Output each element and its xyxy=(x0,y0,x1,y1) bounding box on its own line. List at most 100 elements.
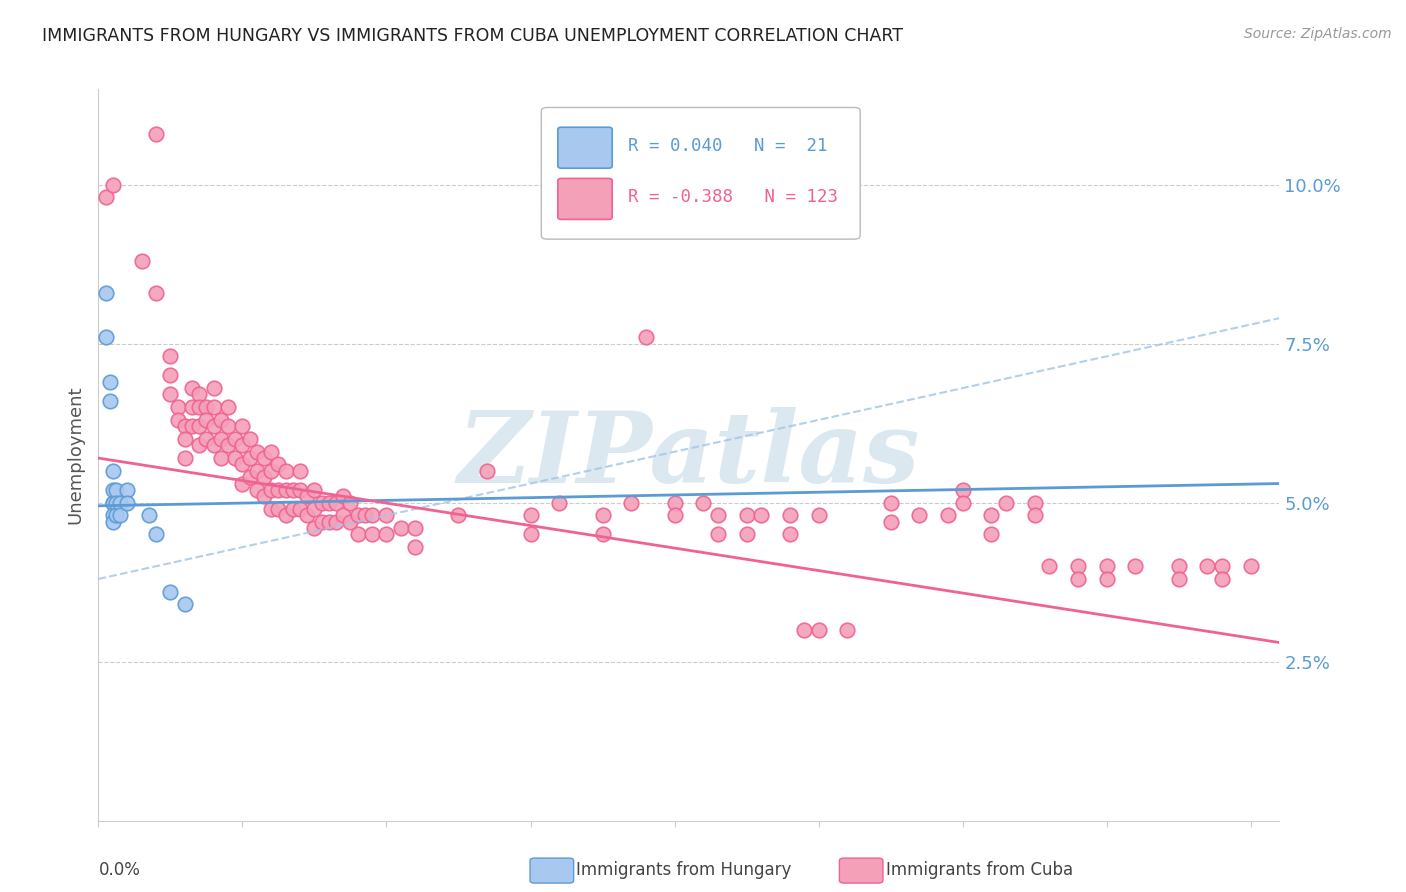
Point xyxy=(994,495,1017,509)
Text: Immigrants from Cuba: Immigrants from Cuba xyxy=(886,861,1073,879)
Point xyxy=(952,483,974,497)
Point xyxy=(735,527,758,541)
FancyBboxPatch shape xyxy=(558,128,612,169)
Point xyxy=(173,451,195,466)
Point xyxy=(246,444,269,458)
Point xyxy=(519,508,541,523)
Point xyxy=(101,515,124,529)
Point xyxy=(181,401,204,415)
Point xyxy=(104,495,127,509)
Point xyxy=(217,438,239,452)
Point xyxy=(325,515,347,529)
Point xyxy=(267,483,290,497)
Point xyxy=(202,381,225,395)
Point xyxy=(1240,559,1263,574)
Point xyxy=(908,508,931,523)
Point xyxy=(253,451,276,466)
Text: R = 0.040   N =  21: R = 0.040 N = 21 xyxy=(627,136,827,154)
Point xyxy=(592,527,614,541)
Point xyxy=(1197,559,1219,574)
Point xyxy=(195,413,218,427)
Point xyxy=(224,432,246,446)
Point xyxy=(749,508,772,523)
Point xyxy=(260,502,283,516)
Point xyxy=(104,483,127,497)
Point xyxy=(1167,572,1189,586)
Point xyxy=(217,401,239,415)
Point xyxy=(664,508,686,523)
Point xyxy=(1024,495,1046,509)
Point xyxy=(281,483,304,497)
Point xyxy=(181,419,204,434)
Point xyxy=(202,401,225,415)
Point xyxy=(166,401,188,415)
Point xyxy=(297,508,319,523)
Point xyxy=(224,451,246,466)
Point xyxy=(239,451,262,466)
Point xyxy=(361,527,384,541)
Point xyxy=(1038,559,1060,574)
Point xyxy=(94,190,117,204)
Point xyxy=(138,508,160,523)
Point xyxy=(1125,559,1147,574)
Point xyxy=(108,508,131,523)
Point xyxy=(131,254,153,268)
FancyBboxPatch shape xyxy=(541,108,860,239)
Point xyxy=(477,464,499,478)
Point xyxy=(209,451,232,466)
Point xyxy=(318,515,340,529)
Point xyxy=(980,508,1002,523)
Point xyxy=(231,458,253,472)
Point xyxy=(209,432,232,446)
FancyBboxPatch shape xyxy=(558,178,612,219)
Point xyxy=(634,330,657,344)
Point xyxy=(1095,559,1118,574)
Text: ZIPatlas: ZIPatlas xyxy=(458,407,920,503)
Point xyxy=(267,502,290,516)
Point xyxy=(231,476,253,491)
Point xyxy=(173,598,195,612)
Point xyxy=(239,470,262,484)
Point xyxy=(195,432,218,446)
Point xyxy=(879,495,901,509)
Point xyxy=(202,419,225,434)
Point xyxy=(332,508,354,523)
Point xyxy=(101,508,124,523)
Point xyxy=(311,515,333,529)
Point xyxy=(231,419,253,434)
Point xyxy=(664,495,686,509)
Point xyxy=(325,495,347,509)
Point xyxy=(936,508,959,523)
Point xyxy=(159,584,181,599)
Point xyxy=(101,464,124,478)
Point xyxy=(159,387,181,401)
Point xyxy=(98,375,121,389)
Point xyxy=(260,464,283,478)
Point xyxy=(980,527,1002,541)
Point xyxy=(115,495,138,509)
Point xyxy=(260,444,283,458)
Point xyxy=(188,419,211,434)
Point xyxy=(304,521,326,535)
Point xyxy=(98,393,121,408)
Point xyxy=(706,508,728,523)
Point xyxy=(375,527,398,541)
Point xyxy=(115,483,138,497)
Point xyxy=(173,419,195,434)
Point xyxy=(318,495,340,509)
Point xyxy=(304,483,326,497)
Point xyxy=(209,413,232,427)
Point xyxy=(288,502,311,516)
Point xyxy=(1211,572,1233,586)
Point xyxy=(952,495,974,509)
Point xyxy=(101,178,124,192)
Point xyxy=(339,515,361,529)
Point xyxy=(447,508,470,523)
Point xyxy=(274,508,297,523)
Point xyxy=(807,623,830,637)
Point xyxy=(260,483,283,497)
Point xyxy=(166,413,188,427)
Point xyxy=(304,502,326,516)
Point xyxy=(779,508,801,523)
Point xyxy=(217,419,239,434)
